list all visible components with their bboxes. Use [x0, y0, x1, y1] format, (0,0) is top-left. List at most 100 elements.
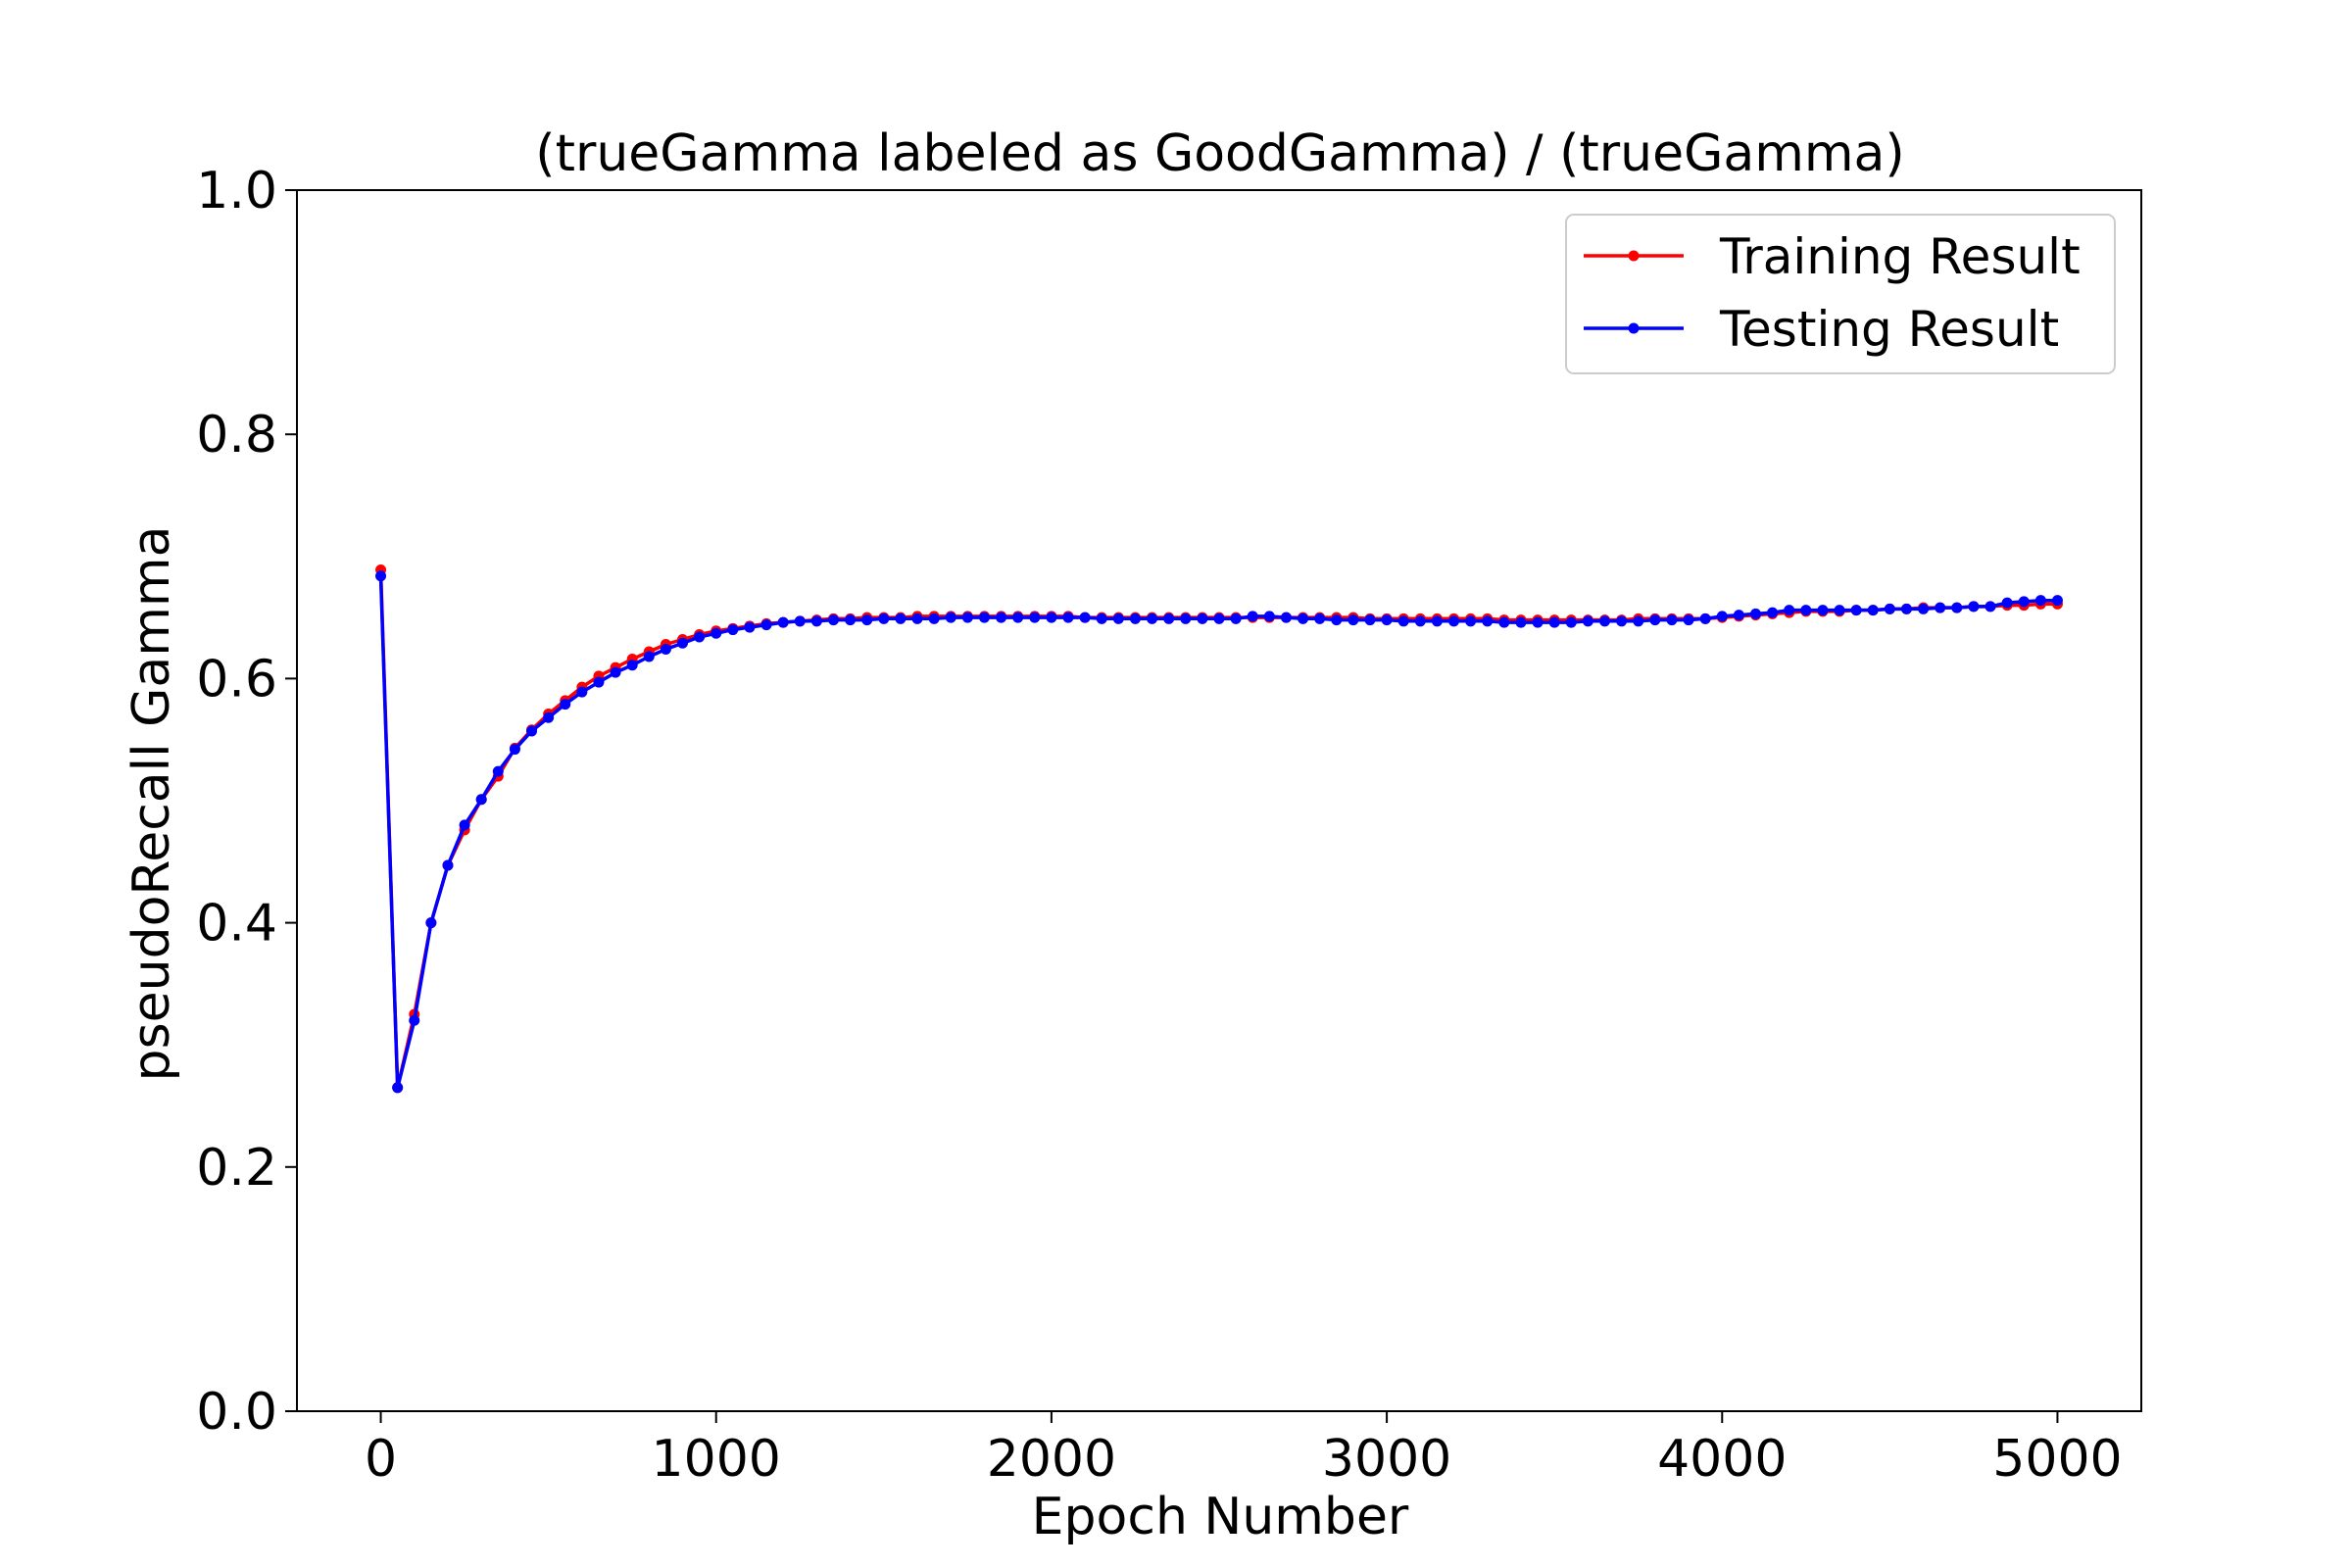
- plot-frame: [296, 189, 2142, 1412]
- legend-label: Training Result: [1719, 228, 2081, 285]
- data-point: [861, 614, 873, 626]
- data-point: [1348, 614, 1359, 626]
- data-point: [1968, 601, 1980, 612]
- data-point: [1448, 615, 1460, 627]
- data-point: [475, 794, 487, 806]
- axes-layer: 0 1000 2000 3000 4000 5000 0.0 0.2 0.4 0.6 0.8 1.0: [196, 162, 2142, 1489]
- data-point: [1666, 614, 1678, 626]
- data-point: [1867, 605, 1879, 616]
- data-point: [845, 614, 857, 626]
- data-point: [1046, 612, 1057, 623]
- series-layer: [375, 564, 2063, 1094]
- y-tick-label: 0.0: [196, 1383, 277, 1442]
- data-point: [777, 616, 789, 628]
- data-point: [727, 624, 739, 636]
- data-point: [694, 631, 706, 643]
- data-point: [1633, 615, 1644, 627]
- series-1: [375, 570, 2063, 1094]
- y-tick-label: 0.2: [196, 1139, 277, 1198]
- legend-item: Training Result: [1584, 228, 2081, 285]
- data-point: [1062, 612, 1074, 623]
- data-point: [1683, 614, 1694, 626]
- data-point: [710, 627, 722, 639]
- data-point: [1900, 603, 1912, 614]
- data-point: [996, 612, 1007, 623]
- data-point: [1565, 616, 1577, 628]
- legend-swatch-marker: [1628, 322, 1640, 334]
- y-axis-label: pseudoRecall Gamma: [122, 526, 181, 1082]
- data-point: [1414, 615, 1426, 627]
- data-point: [1918, 603, 1930, 614]
- data-point: [1716, 611, 1728, 622]
- data-point: [1850, 605, 1862, 616]
- data-point: [1699, 612, 1711, 624]
- x-tick-label: 3000: [1322, 1430, 1451, 1489]
- y-tick-label: 1.0: [196, 162, 277, 220]
- data-point: [1213, 612, 1225, 624]
- data-point: [1532, 616, 1544, 628]
- data-point: [1749, 608, 1761, 619]
- x-tick-label: 1000: [652, 1430, 781, 1489]
- data-point: [1314, 612, 1326, 624]
- data-point: [1431, 615, 1443, 627]
- data-point: [2018, 596, 2030, 608]
- legend-swatch-marker: [1628, 250, 1640, 262]
- data-point: [1247, 611, 1258, 622]
- x-axis-label: Epoch Number: [1032, 1488, 1409, 1546]
- data-point: [1767, 607, 1779, 618]
- data-point: [1381, 614, 1393, 626]
- data-point: [1230, 612, 1242, 624]
- data-point: [1616, 615, 1628, 627]
- data-point: [1012, 612, 1024, 623]
- data-point: [1935, 602, 1946, 613]
- data-point: [425, 917, 437, 929]
- data-point: [827, 614, 839, 626]
- data-point: [1397, 615, 1409, 627]
- data-point: [1498, 616, 1510, 628]
- chart-title: (trueGamma labeled as GoodGamma) / (true…: [535, 124, 1904, 183]
- data-point: [1582, 615, 1593, 627]
- data-point: [459, 819, 470, 831]
- data-point: [375, 570, 387, 582]
- data-point: [2001, 597, 2013, 609]
- data-point: [543, 711, 555, 723]
- data-point: [1800, 605, 1812, 616]
- data-point: [593, 676, 605, 688]
- legend-box: [1565, 214, 2116, 374]
- data-point: [760, 619, 772, 631]
- data-point: [878, 612, 890, 624]
- data-point: [1649, 614, 1661, 626]
- data-point: [1733, 610, 1744, 621]
- data-point: [961, 612, 973, 623]
- data-point: [1364, 614, 1376, 626]
- data-point: [928, 612, 940, 624]
- data-point: [1298, 612, 1309, 624]
- data-point: [492, 765, 504, 777]
- x-tick-label: 2000: [987, 1430, 1116, 1489]
- data-point: [1465, 615, 1477, 627]
- data-point: [1599, 615, 1611, 627]
- data-point: [1817, 605, 1829, 616]
- data-point: [2051, 595, 2063, 607]
- data-point: [895, 612, 906, 624]
- legend-label: Testing Result: [1719, 301, 2059, 358]
- data-point: [1548, 616, 1560, 628]
- data-point: [1096, 612, 1107, 624]
- data-point: [560, 699, 571, 710]
- data-point: [945, 612, 956, 623]
- x-tick-label: 0: [365, 1430, 397, 1489]
- data-point: [610, 666, 621, 678]
- x-tick-label: 4000: [1657, 1430, 1787, 1489]
- data-point: [626, 660, 638, 671]
- data-point: [1180, 612, 1192, 624]
- legend: Training Result Testing Result: [1565, 214, 2116, 374]
- data-point: [1884, 603, 1895, 614]
- data-point: [677, 637, 689, 649]
- data-point: [409, 1014, 420, 1026]
- data-point: [1112, 612, 1124, 624]
- data-point: [1129, 612, 1141, 624]
- data-point: [1984, 601, 1996, 612]
- data-point: [576, 686, 588, 698]
- data-point: [1331, 614, 1343, 626]
